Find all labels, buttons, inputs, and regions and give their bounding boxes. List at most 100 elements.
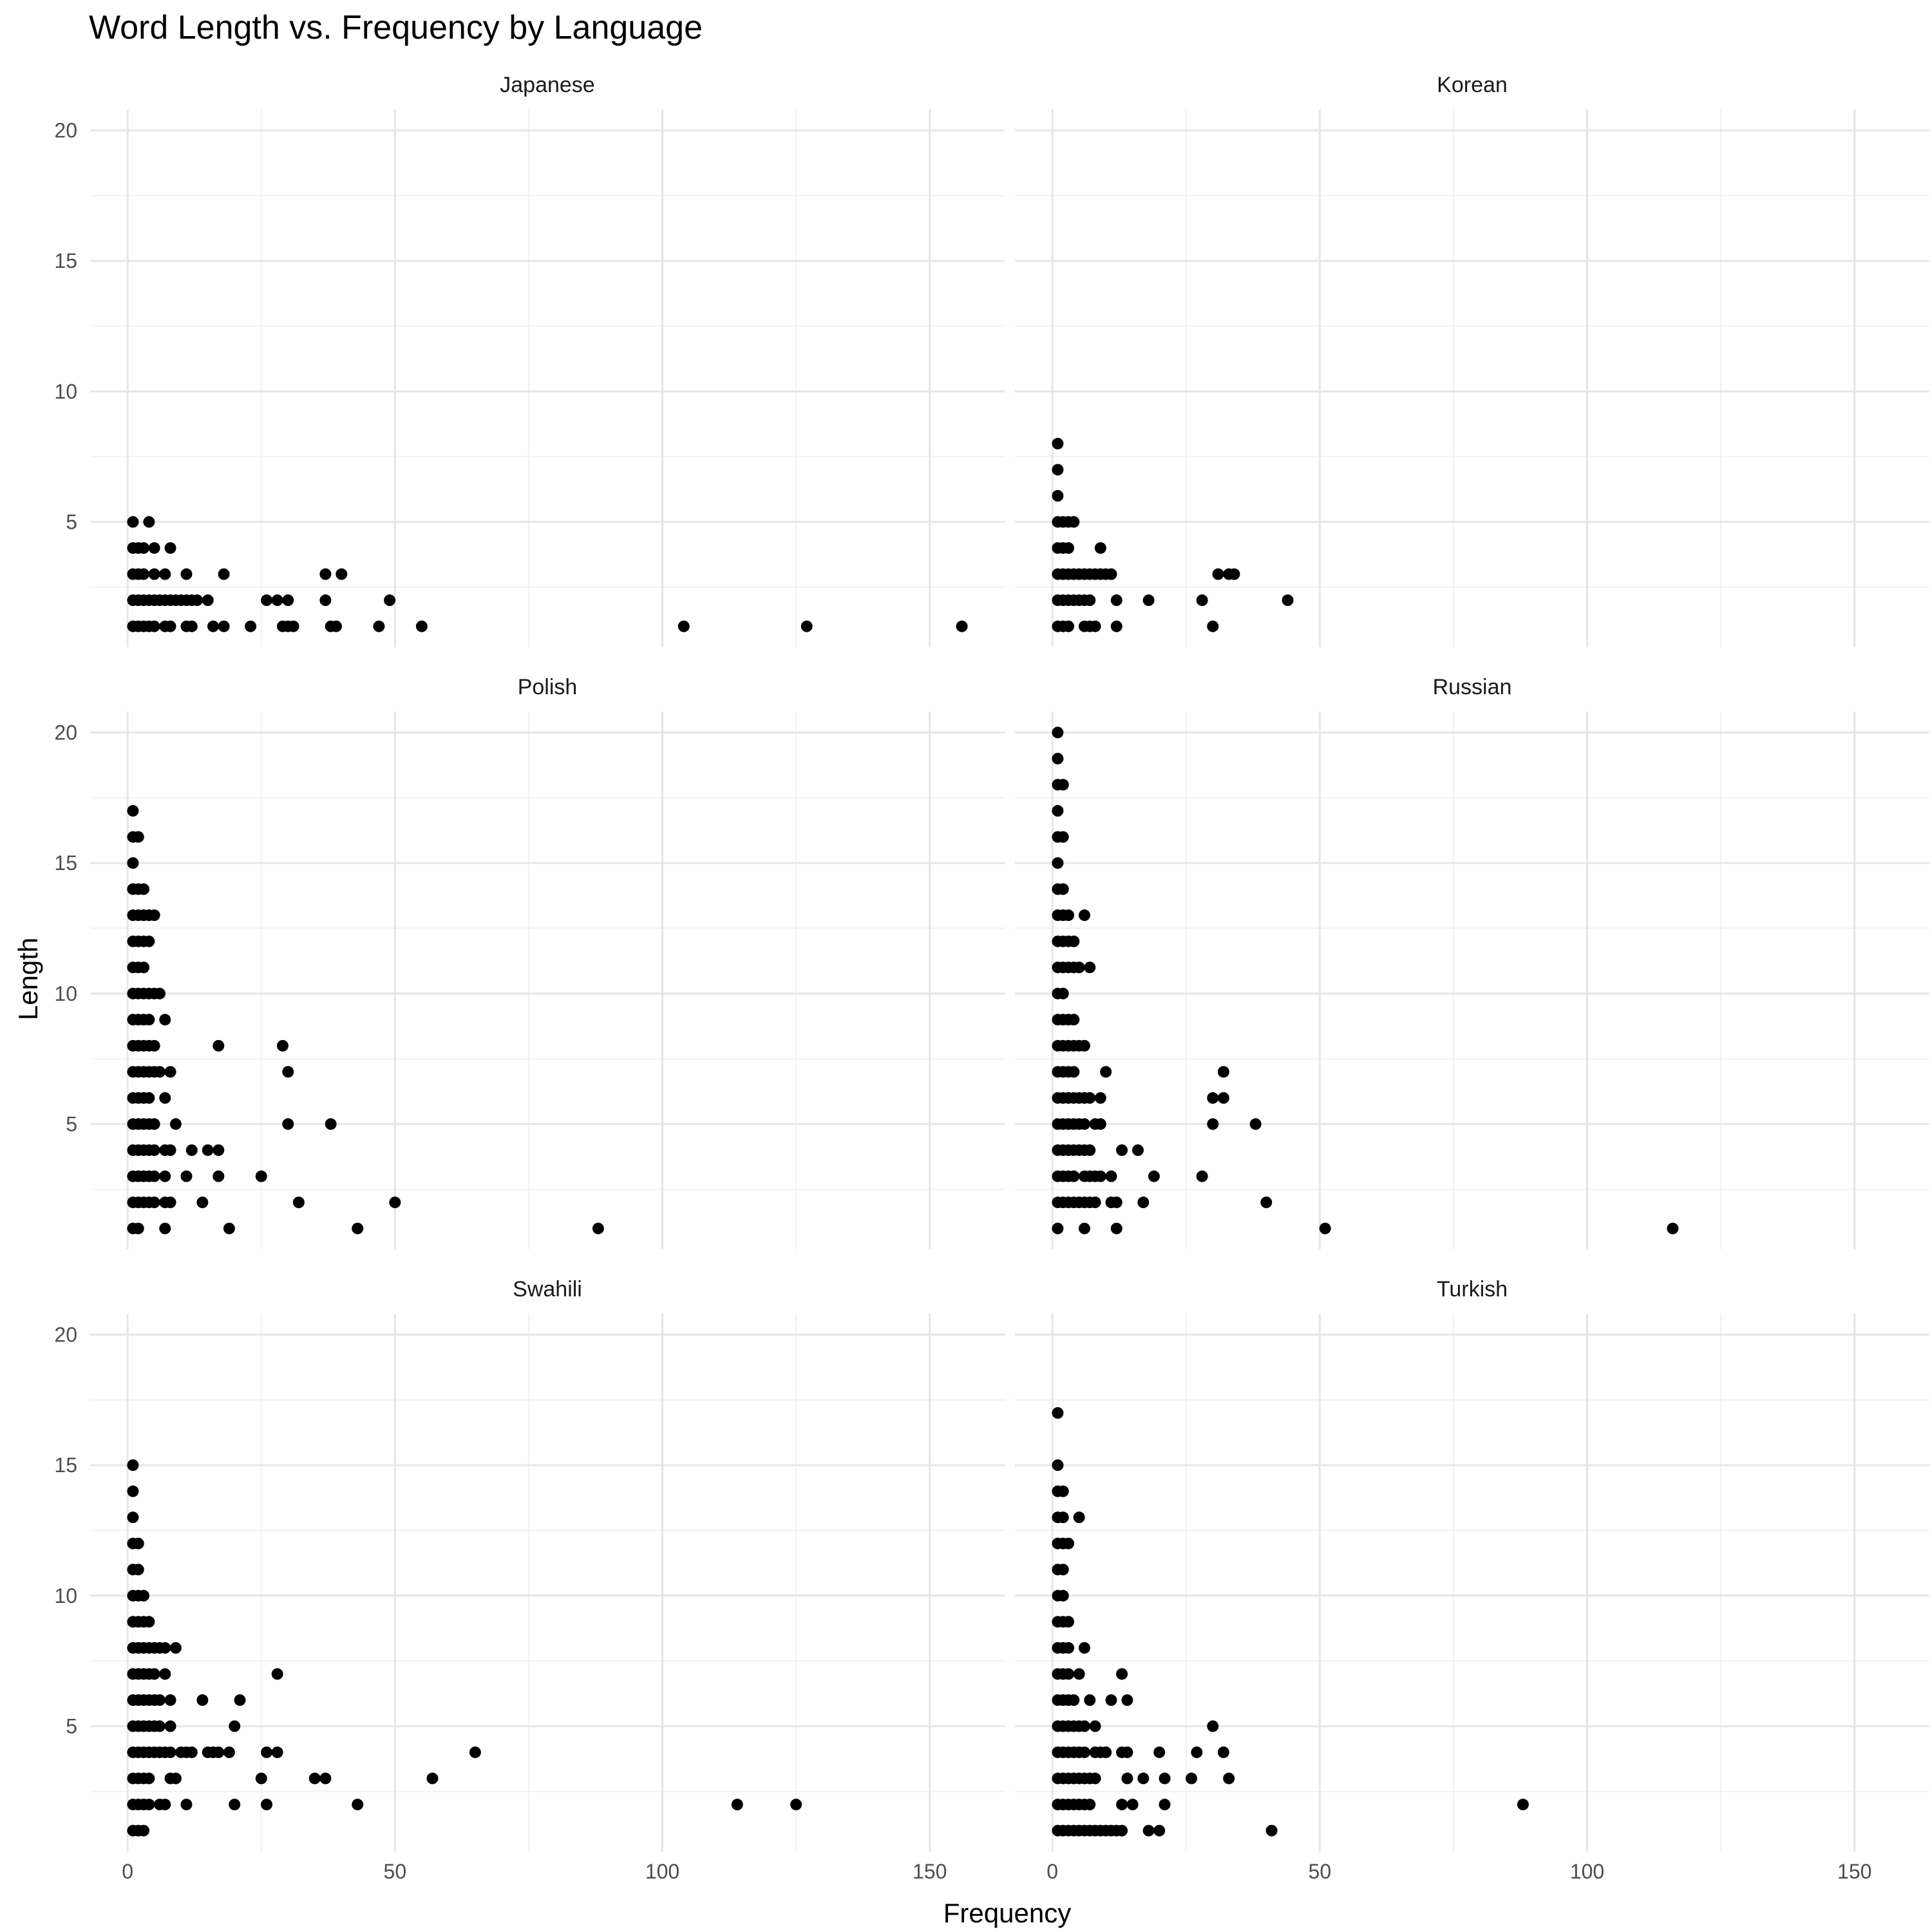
data-point (1116, 1799, 1128, 1811)
data-point (1148, 1170, 1160, 1182)
facet-strip-label: Korean (1437, 73, 1508, 97)
data-point (213, 1144, 225, 1156)
data-point (164, 1066, 176, 1078)
data-point (1223, 1772, 1235, 1785)
data-point (138, 1589, 150, 1602)
data-point (164, 1694, 176, 1706)
data-point (1282, 594, 1294, 607)
data-point (1142, 1824, 1155, 1837)
data-point (143, 935, 155, 947)
data-point (159, 1092, 171, 1104)
data-point (1089, 1772, 1101, 1785)
data-point (1052, 489, 1064, 502)
data-point (1207, 1092, 1219, 1104)
y-axis-title: Length (13, 938, 43, 1020)
data-point (1068, 1170, 1080, 1182)
data-point (127, 857, 139, 869)
data-point (1105, 568, 1117, 580)
data-point (127, 805, 139, 817)
data-point (308, 1772, 321, 1785)
data-point (159, 1668, 171, 1680)
data-point (127, 1459, 139, 1472)
data-point (1078, 909, 1090, 922)
data-point (164, 542, 176, 554)
data-point (132, 831, 144, 843)
data-point (164, 620, 176, 632)
data-point (352, 1799, 364, 1811)
facet-panels: Japanese 5 10 15 20 Korean Polish 5 10 15 20 Russia… (54, 73, 1929, 1883)
data-point (148, 1197, 160, 1209)
x-tick-label: 100 (1570, 1860, 1604, 1883)
data-point (213, 1039, 225, 1052)
data-point (159, 1014, 171, 1026)
data-point (185, 1144, 198, 1156)
facet-strip-label: Polish (518, 675, 578, 699)
data-point (1078, 1118, 1090, 1130)
data-point (180, 1799, 193, 1811)
data-point (261, 1799, 273, 1811)
data-point (148, 1144, 160, 1156)
data-point (1068, 1014, 1080, 1026)
data-point (336, 568, 348, 580)
data-point (1217, 1092, 1229, 1104)
data-point (132, 1564, 144, 1576)
x-tick-label: 50 (1309, 1860, 1332, 1883)
data-point (1094, 1118, 1106, 1130)
y-tick-label: 5 (66, 510, 77, 533)
data-point (1116, 1668, 1128, 1680)
data-point (169, 1118, 182, 1130)
data-point (255, 1772, 267, 1785)
data-point (1078, 1746, 1090, 1758)
data-point (1063, 542, 1075, 554)
data-point (1052, 1222, 1064, 1235)
data-point (1052, 857, 1064, 869)
data-point (426, 1772, 439, 1785)
data-point (1068, 1066, 1080, 1078)
data-point (1094, 1170, 1106, 1182)
y-tick-label: 20 (54, 721, 77, 744)
data-point (1159, 1799, 1171, 1811)
data-point (1217, 1066, 1229, 1078)
data-point (218, 620, 230, 632)
data-point (213, 1746, 225, 1758)
data-point (229, 1720, 241, 1732)
data-point (287, 620, 299, 632)
data-point (1196, 1170, 1208, 1182)
data-point (169, 1642, 182, 1654)
data-point (1159, 1772, 1171, 1785)
facet-panel-polish: Polish 5 10 15 20 (54, 675, 1005, 1249)
data-point (185, 620, 198, 632)
data-point (1094, 542, 1106, 554)
data-point (1667, 1222, 1679, 1235)
x-tick-label: 100 (645, 1860, 679, 1883)
x-tick-label: 50 (384, 1860, 407, 1883)
data-point (138, 1824, 150, 1837)
data-point (1073, 1668, 1085, 1680)
data-point (1057, 831, 1069, 843)
data-point (1057, 1589, 1069, 1602)
data-point (276, 1039, 289, 1052)
data-point (1105, 1694, 1117, 1706)
data-point (143, 1616, 155, 1628)
data-point (1126, 1799, 1139, 1811)
x-axis-title: Frequency (943, 1898, 1071, 1928)
data-point (143, 1772, 155, 1785)
data-point (148, 909, 160, 922)
data-point (1116, 1824, 1128, 1837)
data-point (956, 620, 968, 632)
data-point (153, 1066, 166, 1078)
data-point (1057, 883, 1069, 895)
data-point (1137, 1197, 1150, 1209)
data-point (261, 1746, 273, 1758)
data-point (282, 1118, 294, 1130)
data-point (223, 1222, 235, 1235)
data-point (1110, 1197, 1122, 1209)
data-point (164, 1144, 176, 1156)
y-tick-label: 5 (66, 1714, 77, 1738)
data-point (352, 1222, 364, 1235)
data-point (138, 883, 150, 895)
data-point (271, 1668, 283, 1680)
data-point (325, 1118, 337, 1130)
data-point (261, 594, 273, 607)
data-point (1260, 1197, 1273, 1209)
